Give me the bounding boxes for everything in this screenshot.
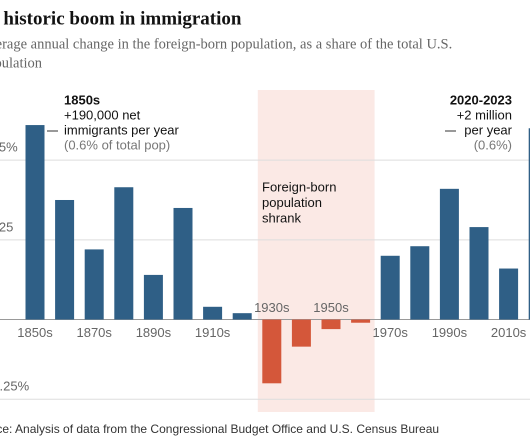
annotation-heading: 2020-2023 bbox=[450, 92, 512, 107]
bar bbox=[351, 319, 371, 323]
x-tick-label: 1890s bbox=[136, 325, 172, 340]
x-tick-label: 1910s bbox=[195, 325, 231, 340]
x-tick-label: 1990s bbox=[432, 325, 468, 340]
bar bbox=[173, 207, 193, 320]
annotation: +2 million bbox=[457, 107, 512, 122]
bar bbox=[114, 187, 134, 320]
y-tick-label: 0.5% bbox=[0, 140, 18, 155]
annotation: immigrants per year bbox=[64, 122, 180, 137]
annotation: shrank bbox=[262, 210, 302, 225]
x-tick-label: 2010s bbox=[491, 325, 527, 340]
source: Source: Analysis of data from the Congre… bbox=[0, 422, 439, 436]
bar bbox=[291, 319, 311, 347]
subtitle: Average annual change in the foreign-bor… bbox=[0, 36, 452, 52]
x-tick-label: 1950s bbox=[313, 300, 349, 315]
x-tick-label: 1930s bbox=[254, 300, 290, 315]
x-tick-label: 1970s bbox=[372, 325, 408, 340]
annotation: +190,000 net bbox=[64, 107, 141, 122]
bar bbox=[469, 227, 489, 320]
chart-title: A historic boom in immigration bbox=[0, 8, 242, 29]
annotation: population bbox=[262, 195, 322, 210]
bar bbox=[84, 249, 104, 320]
bar bbox=[143, 274, 163, 320]
subtitle: population bbox=[0, 55, 43, 71]
y-tick-label: -0.25% bbox=[0, 379, 30, 394]
bar bbox=[203, 306, 223, 320]
x-tick-label: 1850s bbox=[17, 325, 53, 340]
annotation: per year bbox=[464, 122, 512, 137]
x-tick-label: 1870s bbox=[76, 325, 112, 340]
bar bbox=[380, 255, 400, 320]
annotation: (0.6% of total pop) bbox=[64, 137, 170, 152]
bar bbox=[439, 188, 459, 320]
bar bbox=[25, 125, 45, 320]
bar bbox=[55, 199, 75, 320]
bar bbox=[232, 313, 252, 320]
bar bbox=[410, 246, 430, 320]
bar bbox=[262, 319, 282, 384]
bar bbox=[528, 128, 530, 320]
annotation: (0.6%) bbox=[474, 137, 512, 152]
y-tick-label: 0.25 bbox=[0, 219, 13, 234]
annotation-heading: 1850s bbox=[64, 92, 100, 107]
annotation: Foreign-born bbox=[262, 179, 336, 194]
bar bbox=[499, 268, 519, 320]
bar bbox=[321, 319, 341, 330]
